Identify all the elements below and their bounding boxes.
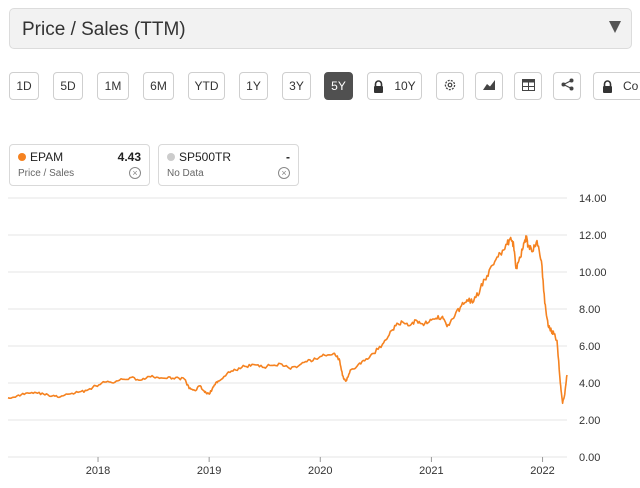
compare-button[interactable]: Co bbox=[593, 72, 640, 100]
series-line-epam bbox=[7, 235, 568, 405]
price-sales-chart[interactable]: 14.00 12.00 10.00 8.00 6.00 4.00 2.00 0.00 2018 2… bbox=[0, 190, 640, 486]
y-tick-label: 4.00 bbox=[579, 378, 600, 390]
remove-series-icon[interactable]: × bbox=[129, 167, 141, 179]
table-icon bbox=[521, 78, 535, 94]
y-tick-label: 0.00 bbox=[579, 452, 600, 464]
compare-label: Co bbox=[623, 79, 639, 93]
metric-select-label: Price / Sales (TTM) bbox=[22, 19, 186, 40]
y-tick-label: 8.00 bbox=[579, 304, 600, 316]
range-button-ytd[interactable]: YTD bbox=[188, 72, 225, 100]
range-button-1y[interactable]: 1Y bbox=[239, 72, 268, 100]
remove-series-icon[interactable]: × bbox=[278, 167, 290, 179]
legend-subtitle: Price / Sales bbox=[18, 168, 75, 179]
legend-name: SP500TR bbox=[179, 150, 232, 164]
legend-card-sp500tr[interactable]: SP500TR - No Data × bbox=[158, 144, 299, 186]
settings-button[interactable] bbox=[436, 72, 464, 100]
y-tick-label: 12.00 bbox=[579, 230, 607, 242]
range-button-6m[interactable]: 6M bbox=[143, 72, 174, 100]
x-tick-label: 2019 bbox=[197, 465, 221, 477]
range-button-3y[interactable]: 3Y bbox=[282, 72, 311, 100]
lock-icon bbox=[602, 79, 613, 93]
y-tick-label: 2.00 bbox=[579, 415, 600, 427]
y-tick-label: 14.00 bbox=[579, 193, 607, 205]
legend-value: 4.43 bbox=[117, 150, 141, 164]
range-label-10y: 10Y bbox=[394, 79, 416, 93]
legend-name: EPAM bbox=[30, 150, 64, 164]
y-tick-label: 6.00 bbox=[579, 341, 600, 353]
chart-type-button[interactable] bbox=[475, 72, 503, 100]
range-button-1m[interactable]: 1M bbox=[97, 72, 129, 100]
range-button-1d[interactable]: 1D bbox=[9, 72, 39, 100]
settings-icon bbox=[443, 78, 457, 95]
chart-type-icon bbox=[482, 78, 497, 94]
chevron-down-icon bbox=[609, 21, 621, 33]
metric-select[interactable]: Price / Sales (TTM) bbox=[9, 8, 632, 49]
table-view-button[interactable] bbox=[514, 72, 542, 100]
x-tick-label: 2018 bbox=[86, 465, 110, 477]
range-button-5d[interactable]: 5D bbox=[53, 72, 83, 100]
range-button-10y[interactable]: 10Y bbox=[367, 72, 422, 100]
share-button[interactable] bbox=[553, 72, 581, 100]
x-tick-label: 2021 bbox=[419, 465, 443, 477]
legend-subtitle: No Data bbox=[167, 168, 204, 179]
y-tick-label: 10.00 bbox=[579, 267, 607, 279]
share-icon bbox=[561, 78, 574, 94]
x-tick-label: 2022 bbox=[530, 465, 554, 477]
x-tick-label: 2020 bbox=[308, 465, 332, 477]
series-color-dot bbox=[167, 153, 175, 161]
legend-value: - bbox=[286, 150, 290, 164]
range-button-5y[interactable]: 5Y bbox=[324, 72, 353, 100]
lock-icon bbox=[373, 79, 384, 93]
legend-card-epam[interactable]: EPAM 4.43 Price / Sales × bbox=[9, 144, 150, 186]
series-color-dot bbox=[18, 153, 26, 161]
